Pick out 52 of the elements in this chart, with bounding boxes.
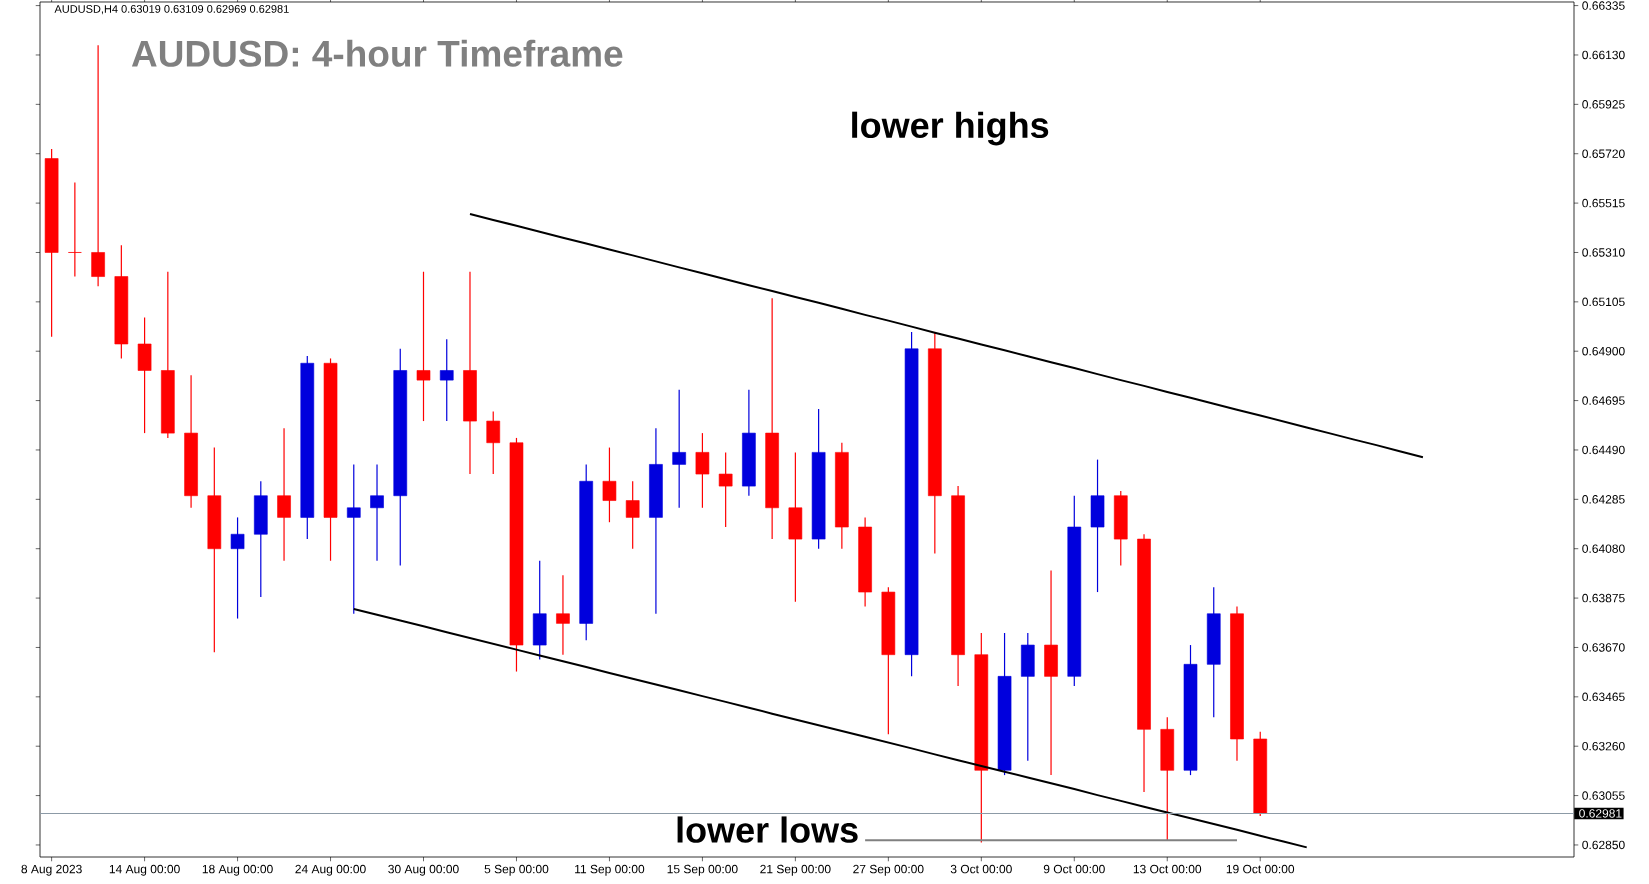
x-tick-label: 3 Oct 00:00 xyxy=(950,864,1012,874)
x-tick-label: 24 Aug 00:00 xyxy=(295,864,366,876)
y-tick-label: 0.63670 xyxy=(1582,643,1625,652)
y-tick-label: 0.64080 xyxy=(1582,544,1625,553)
candlestick xyxy=(556,574,570,656)
annotation: lower lows xyxy=(677,816,858,843)
ref-line-label: 0.62981 xyxy=(1579,809,1622,818)
y-tick-label: 0.65105 xyxy=(1582,297,1625,307)
y-tick-label: 0.64490 xyxy=(1582,445,1625,455)
annotation: lower highs xyxy=(852,111,1049,146)
y-tick-label: 0.63465 xyxy=(1582,692,1625,702)
y-tick-label: 0.64900 xyxy=(1582,346,1625,356)
candlestick xyxy=(277,427,291,562)
x-tick-label: 15 Sep 00:00 xyxy=(667,864,738,876)
x-tick-label: 18 Aug 00:00 xyxy=(202,864,273,876)
x-tick-label: 30 Aug 00:00 xyxy=(388,864,459,876)
candlestick xyxy=(625,480,640,550)
y-tick-label: 0.63260 xyxy=(1582,741,1625,751)
y-tick-label: 0.62850 xyxy=(1582,840,1625,850)
y-tick-label: 0.64695 xyxy=(1582,396,1625,405)
candlestick xyxy=(718,451,733,528)
x-tick-label: 9 Oct 00:00 xyxy=(1043,864,1105,874)
y-tick-label: 0.65925 xyxy=(1582,100,1625,109)
candlestick xyxy=(695,432,710,509)
y-tick-label: 0.66335 xyxy=(1582,1,1625,10)
candlestick xyxy=(346,463,361,615)
y-tick-label: 0.65310 xyxy=(1582,248,1625,257)
x-tick-label: 19 Oct 00:00 xyxy=(1226,864,1295,874)
candlestick xyxy=(68,182,82,278)
candlestick xyxy=(439,338,454,422)
candlestick xyxy=(370,463,384,562)
x-tick-label: 27 Sep 00:00 xyxy=(853,864,924,876)
y-tick-label: 0.63875 xyxy=(1582,593,1625,603)
y-tick-label: 0.65720 xyxy=(1582,149,1625,158)
y-tick-label: 0.63055 xyxy=(1582,791,1625,800)
candlestick xyxy=(91,44,105,287)
annotation: AUDUSD,H4 0.63019 0.63109 0.62969 0.62981 xyxy=(54,5,289,15)
candlestick xyxy=(230,516,245,620)
x-tick-label: 14 Aug 00:00 xyxy=(109,864,180,876)
x-tick-label: 8 Aug 2023 xyxy=(21,864,82,876)
candlestick xyxy=(672,389,686,509)
candlestick xyxy=(486,410,501,475)
x-tick-label: 13 Oct 00:00 xyxy=(1133,864,1202,874)
text: AUDUSD: 4-hour Timeframe xyxy=(131,39,623,67)
y-tick-label: 0.66130 xyxy=(1582,50,1625,60)
y-tick-label: 0.65515 xyxy=(1582,198,1625,208)
x-tick-label: 5 Sep 00:00 xyxy=(484,864,549,876)
candlestick xyxy=(416,271,431,422)
x-tick-label: 21 Sep 00:00 xyxy=(760,864,831,876)
candlestick xyxy=(602,446,617,523)
y-tick-label: 0.64285 xyxy=(1582,495,1625,504)
x-tick-label: 11 Sep 00:00 xyxy=(575,864,645,876)
